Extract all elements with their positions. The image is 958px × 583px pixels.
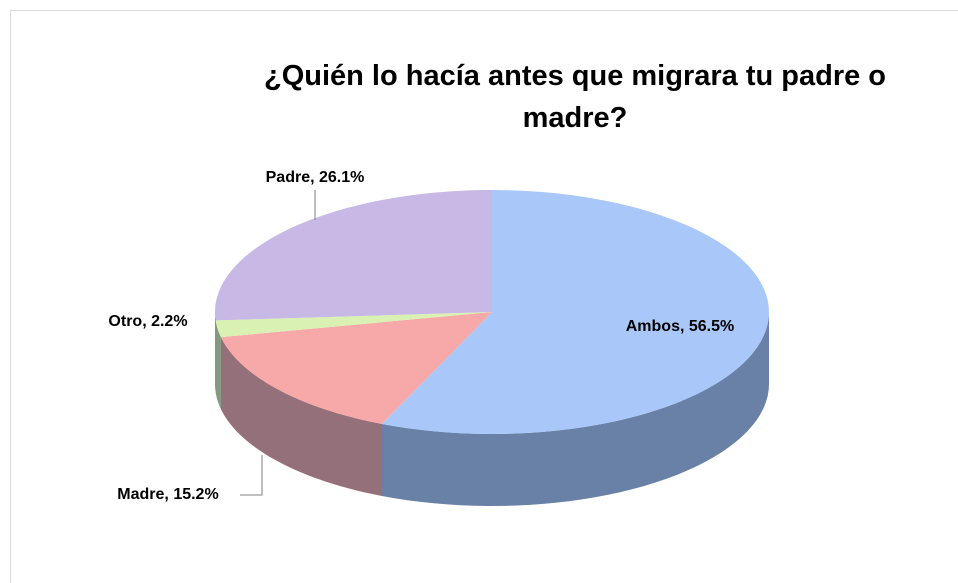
slice (215, 190, 492, 321)
slice-side-shade (220, 337, 382, 496)
slice-side (215, 320, 221, 410)
slice-side (381, 312, 769, 506)
data-label: Otro, 2.2% (108, 313, 187, 330)
slice (381, 190, 769, 434)
slice-side-shade (215, 320, 221, 410)
slice-side-shade (381, 312, 769, 506)
chart-title: madre? (523, 102, 628, 134)
slice-side (220, 337, 382, 496)
leader-line (240, 455, 263, 496)
slice-side (215, 312, 216, 393)
chart-title: ¿Quién lo hacía antes que migrara tu pad… (264, 60, 886, 92)
data-label: Madre, 15.2% (117, 486, 218, 503)
data-label: Padre, 26.1% (266, 169, 365, 186)
pie: Ambos, 56.5% Madre, 15.2% Otro, 2.2% Padre,… (108, 169, 769, 506)
slice (220, 312, 492, 424)
slice-side-shade (215, 312, 216, 393)
data-label: Ambos, 56.5% (626, 318, 734, 335)
slice (215, 312, 493, 338)
